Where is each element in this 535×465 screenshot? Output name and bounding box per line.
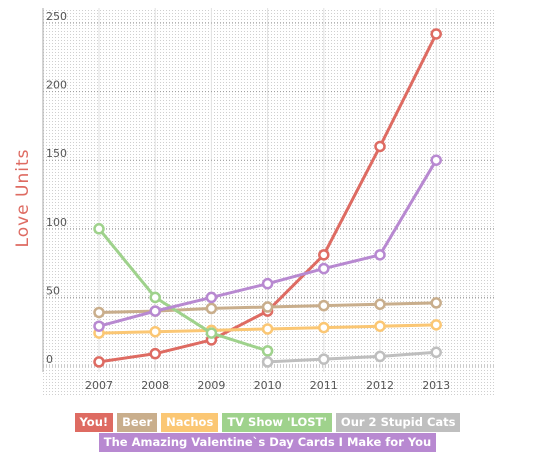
point-1-2009[interactable] — [205, 302, 218, 315]
point-4-2011[interactable] — [318, 353, 330, 365]
y-tick-200: 200 — [46, 79, 67, 92]
y-tick-labels: 0 50 100 150 200 250 — [46, 10, 67, 366]
point-5-2013[interactable] — [430, 154, 442, 166]
y-tick-50: 50 — [46, 284, 60, 297]
point-1-2007[interactable] — [93, 306, 105, 319]
point-1-2010[interactable] — [261, 301, 274, 313]
series-4 — [261, 346, 442, 368]
point-5-2012[interactable] — [374, 249, 386, 261]
legend-item-0[interactable]: You! — [74, 413, 114, 432]
x-tick-2007: 2007 — [85, 379, 113, 392]
point-5-2010[interactable] — [261, 277, 274, 290]
point-3-2008[interactable] — [149, 291, 161, 304]
legend-row-2: The Amazing Valentine`s Day Cards I Make… — [0, 433, 535, 452]
legend-item-1[interactable]: Beer — [117, 413, 158, 432]
point-5-2009[interactable] — [205, 291, 218, 304]
legend-item-3[interactable]: TV Show 'LOST' — [222, 413, 332, 432]
point-2-2010[interactable] — [261, 323, 274, 335]
point-3-2009[interactable] — [205, 327, 218, 339]
legend-item-5[interactable]: The Amazing Valentine`s Day Cards I Make… — [98, 433, 437, 452]
legend-row-1: You! Beer Nachos TV Show 'LOST' Our 2 Stupid… — [0, 413, 535, 432]
point-4-2012[interactable] — [374, 350, 386, 363]
series-5 — [93, 154, 442, 332]
point-4-2013[interactable] — [430, 346, 442, 359]
point-0-2008[interactable] — [149, 347, 161, 360]
point-2-2013[interactable] — [430, 319, 442, 331]
y-tick-150: 150 — [46, 147, 67, 160]
point-0-2007[interactable] — [93, 356, 105, 368]
point-0-2011[interactable] — [318, 249, 330, 261]
point-1-2013[interactable] — [430, 297, 442, 309]
point-0-2012[interactable] — [374, 140, 386, 153]
x-tick-2011: 2011 — [310, 379, 338, 392]
point-3-2010[interactable] — [261, 345, 274, 357]
point-5-2008[interactable] — [149, 305, 161, 317]
y-tick-100: 100 — [46, 216, 67, 229]
x-tick-2013: 2013 — [422, 379, 450, 392]
y-tick-0: 0 — [46, 353, 53, 366]
x-tick-labels: 2007 2008 2009 2010 2011 2012 2013 — [85, 379, 450, 392]
x-tick-2012: 2012 — [366, 379, 394, 392]
point-2-2008[interactable] — [149, 325, 161, 338]
plot-area — [43, 8, 496, 395]
point-5-2007[interactable] — [93, 320, 105, 332]
point-4-2010[interactable] — [261, 356, 274, 368]
legend-item-2[interactable]: Nachos — [161, 413, 219, 432]
legend-item-4[interactable]: Our 2 Stupid Cats — [335, 413, 461, 432]
point-2-2011[interactable] — [318, 321, 330, 334]
point-2-2012[interactable] — [374, 320, 386, 332]
point-1-2011[interactable] — [318, 299, 330, 312]
point-1-2012[interactable] — [374, 298, 386, 311]
series-group — [93, 28, 442, 368]
series-3 — [93, 223, 274, 357]
point-3-2007[interactable] — [93, 223, 105, 235]
gridlines — [43, 8, 496, 372]
series-line-4 — [266, 350, 438, 364]
point-5-2011[interactable] — [318, 262, 330, 275]
y-tick-250: 250 — [46, 10, 67, 23]
x-tick-2008: 2008 — [141, 379, 169, 392]
x-tick-2010: 2010 — [254, 379, 282, 392]
point-0-2013[interactable] — [430, 28, 442, 40]
x-tick-2009: 2009 — [197, 379, 225, 392]
series-line-3 — [97, 227, 270, 353]
y-axis-label: Love Units — [13, 149, 33, 248]
